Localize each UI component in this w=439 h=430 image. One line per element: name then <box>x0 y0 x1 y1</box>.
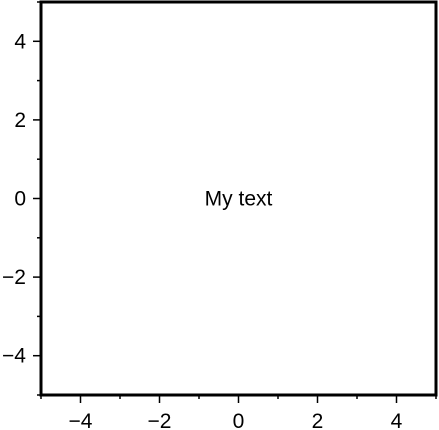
y-axis: −4 −2 0 2 4 <box>2 1 41 396</box>
y-tick-label: 2 <box>14 109 26 132</box>
y-tick-label: 0 <box>14 188 26 211</box>
y-tick-label: −4 <box>2 345 26 368</box>
x-tick-label: 2 <box>312 410 324 430</box>
x-tick-label: 0 <box>233 410 245 430</box>
plot-area <box>39 0 438 397</box>
x-tick-label: −4 <box>69 410 93 430</box>
x-axis: −4 −2 0 2 4 <box>40 395 437 430</box>
x-tick-label: 4 <box>391 410 403 430</box>
x-tick-label: −2 <box>148 410 172 430</box>
y-tick-label: −2 <box>2 266 26 289</box>
annotations-layer: My text <box>205 188 273 211</box>
annotation-text: My text <box>205 188 273 211</box>
y-tick-label: 4 <box>14 30 26 53</box>
